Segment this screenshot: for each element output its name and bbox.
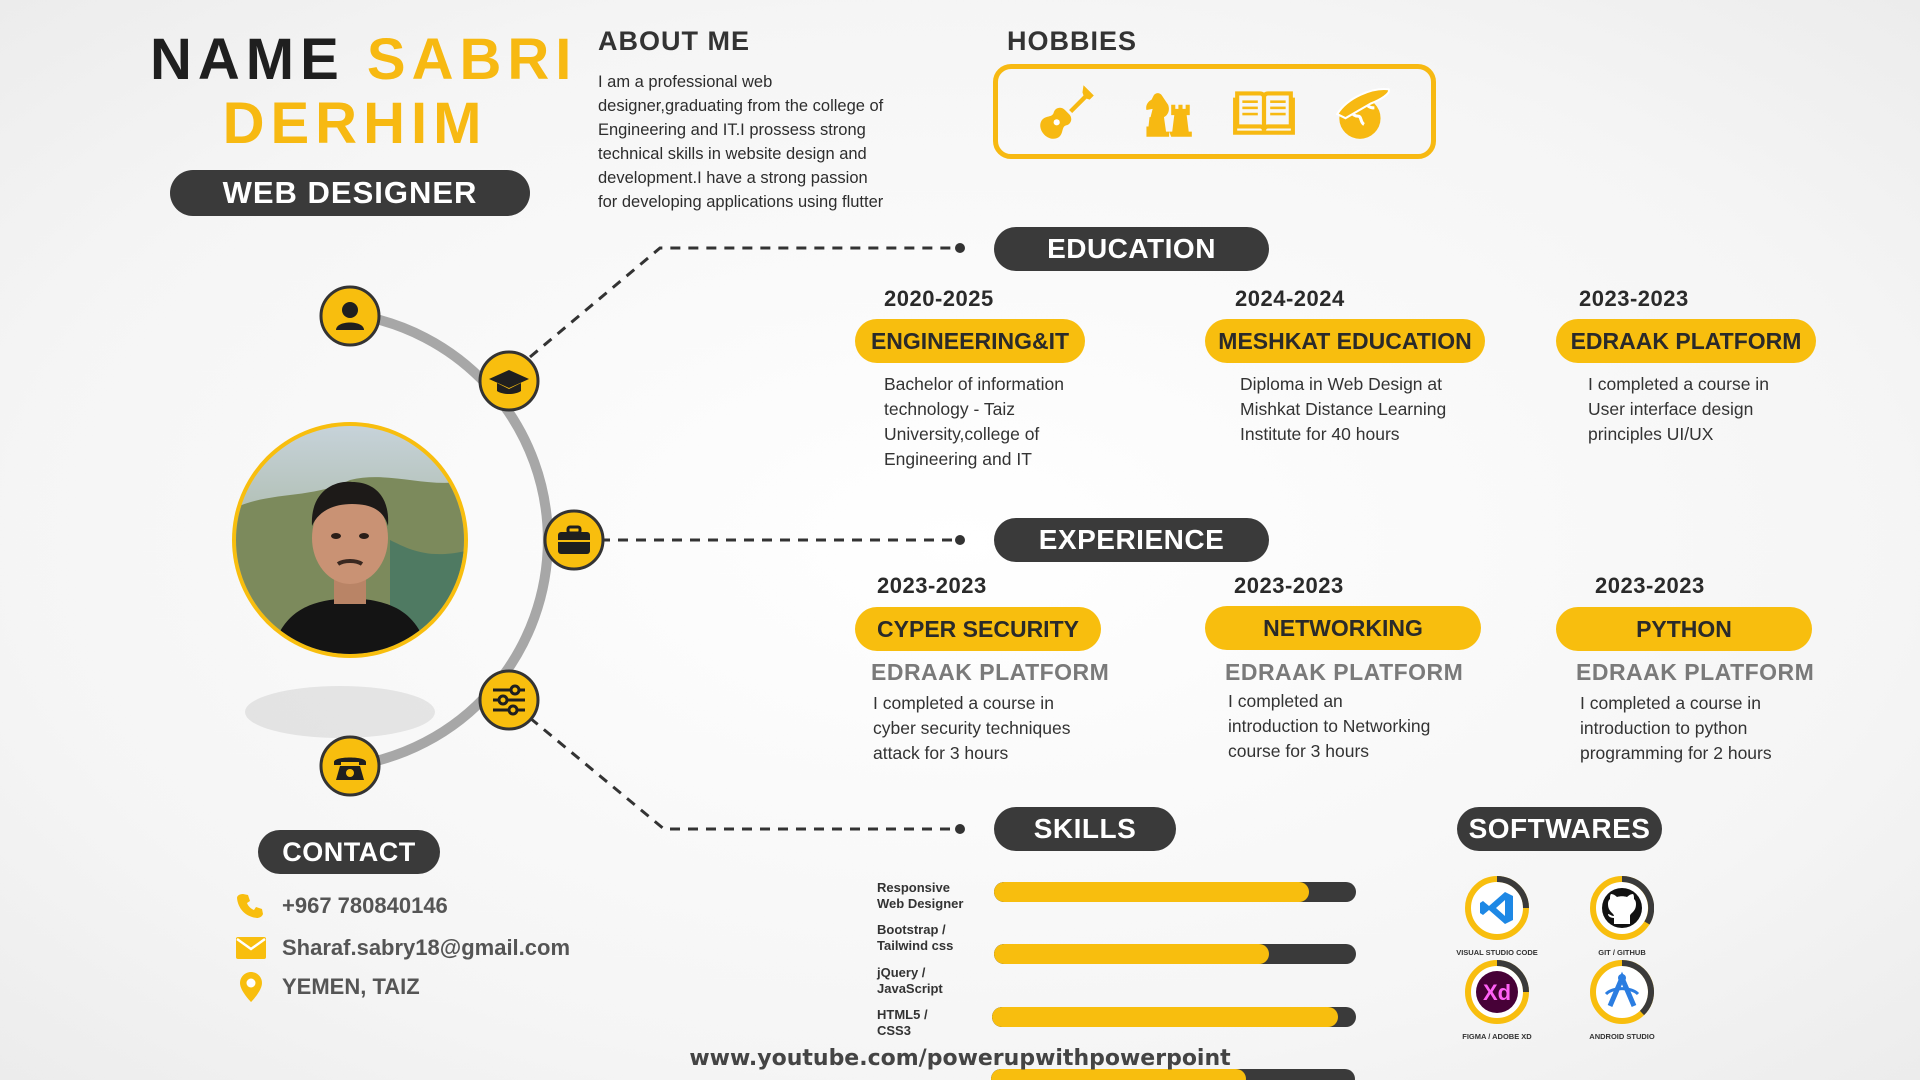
email-address: Sharaf.sabry18@gmail.com: [282, 935, 571, 960]
experience-title: EXPERIENCE: [994, 518, 1269, 562]
skill-1-fill: [994, 882, 1309, 902]
education-title: EDUCATION: [994, 227, 1269, 271]
experience-2-org: EDRAAK PLATFORM: [1225, 659, 1464, 685]
education-3-desc: I completed a course in User interface d…: [1588, 374, 1769, 444]
experience-3-years: 2023-2023: [1595, 573, 1705, 598]
software-xd: Xd FIGMA / ADOBE XD: [1447, 960, 1547, 1041]
briefcase-icon: [543, 509, 605, 571]
guitar-icon: [1040, 84, 1094, 139]
experience-2-name: NETWORKING: [1205, 606, 1481, 650]
experience-1-years: 2023-2023: [877, 573, 987, 598]
skill-4-bar: [991, 1069, 1355, 1080]
skill-4-label: HTML5 / CSS3: [877, 1007, 928, 1038]
contact-title: CONTACT: [258, 830, 440, 874]
software-android-studio-label: ANDROID STUDIO: [1589, 1032, 1655, 1041]
contact-email: Sharaf.sabry18@gmail.com: [236, 933, 570, 963]
contact-location: YEMEN, TAIZ: [236, 972, 420, 1002]
skill-3-fill: [992, 1007, 1338, 1027]
email-icon: [236, 933, 266, 963]
software-xd-label: FIGMA / ADOBE XD: [1462, 1032, 1532, 1041]
vscode-icon: [1465, 876, 1529, 940]
experience-2-years: 2023-2023: [1234, 573, 1344, 598]
education-2-years: 2024-2024: [1235, 286, 1345, 311]
travel-globe-icon: [1335, 87, 1390, 139]
chess-icon: [1146, 92, 1193, 137]
name-block: NAME SABRI DERHIM: [150, 27, 571, 156]
skill-1-bar: [994, 882, 1356, 902]
education-2-name: MESHKAT EDUCATION: [1205, 319, 1485, 363]
android-studio-icon: [1590, 960, 1654, 1024]
github-icon: [1590, 875, 1655, 940]
education-2-desc: Diploma in Web Design at Mishkat Distanc…: [1240, 374, 1447, 444]
avatar: [232, 422, 468, 658]
experience-1-desc: I completed a course in cyber security t…: [873, 693, 1071, 763]
software-github-label: GIT / GITHUB: [1598, 948, 1646, 957]
experience-3-desc: I completed a course in introduction to …: [1580, 693, 1772, 763]
skill-1-label: Responsive Web Designer: [877, 880, 964, 911]
sliders-icon: [478, 669, 540, 731]
skill-2-bar: [994, 944, 1356, 964]
software-vscode: VISUAL STUDIO CODE: [1447, 876, 1547, 957]
location-text: YEMEN, TAIZ: [282, 974, 420, 999]
education-3-years: 2023-2023: [1579, 286, 1689, 311]
software-vscode-label: VISUAL STUDIO CODE: [1456, 948, 1538, 957]
last-name: DERHIM: [222, 91, 488, 156]
experience-2-desc: I completed an introduction to Networkin…: [1228, 691, 1431, 761]
skill-2-label: Bootstrap / Tailwind css: [877, 922, 954, 953]
skill-3-bar: [992, 1007, 1356, 1027]
location-pin-icon: [236, 972, 266, 1002]
role-badge: WEB DESIGNER: [170, 170, 530, 216]
hobbies-box: [993, 64, 1436, 159]
experience-1-name: CYPER SECURITY: [855, 607, 1101, 651]
hobbies-title: HOBBIES: [1007, 26, 1138, 56]
phone-icon: [236, 891, 266, 921]
skill-4-fill: [991, 1069, 1246, 1080]
education-1-name: ENGINEERING&IT: [855, 319, 1085, 363]
phone-number: +967 780840146: [282, 893, 448, 918]
skill-2-fill: [994, 944, 1270, 964]
skills-title: SKILLS: [994, 807, 1176, 851]
adobe-xd-icon: Xd: [1465, 960, 1529, 1024]
education-1-desc: Bachelor of information technology - Tai…: [884, 374, 1064, 469]
user-icon: [319, 285, 381, 347]
telephone-icon: [319, 735, 381, 797]
about-text: I am a professional web designer,graduat…: [598, 73, 884, 211]
name-line-1: NAME SABRI: [150, 27, 571, 92]
experience-1-org: EDRAAK PLATFORM: [871, 659, 1110, 685]
footer-url: www.youtube.com/powerupwithpowerpoint: [689, 1046, 1231, 1071]
experience-3-name: PYTHON: [1556, 607, 1812, 651]
softwares-title: SOFTWARES: [1457, 807, 1662, 851]
about-title: ABOUT ME: [598, 26, 750, 56]
first-name: SABRI: [366, 27, 578, 92]
experience-3-org: EDRAAK PLATFORM: [1576, 659, 1815, 685]
skill-3-label: jQuery / JavaScript: [877, 965, 943, 996]
contact-phone: +967 780840146: [236, 891, 448, 921]
education-1-years: 2020-2025: [884, 286, 994, 311]
svg-text:Xd: Xd: [1483, 980, 1511, 1005]
book-icon: [1232, 90, 1295, 135]
education-3-name: EDRAAK PLATFORM: [1556, 319, 1816, 363]
software-github: GIT / GITHUB: [1572, 875, 1672, 957]
graduation-cap-icon: [478, 350, 540, 412]
software-android-studio: ANDROID STUDIO: [1572, 960, 1672, 1041]
name-label: NAME: [150, 27, 345, 92]
